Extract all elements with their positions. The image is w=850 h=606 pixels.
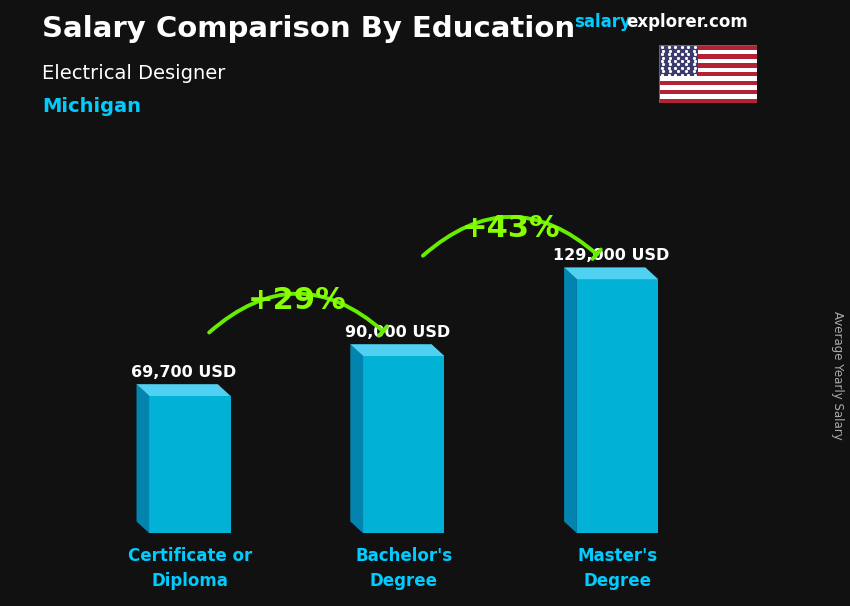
Text: 90,000 USD: 90,000 USD — [345, 325, 450, 341]
Polygon shape — [350, 344, 445, 356]
Bar — [659, 50, 756, 55]
Bar — [659, 45, 698, 76]
Text: Michigan: Michigan — [42, 97, 141, 116]
Bar — [659, 63, 756, 68]
Bar — [659, 90, 756, 94]
Text: 129,000 USD: 129,000 USD — [553, 248, 669, 264]
Polygon shape — [564, 267, 658, 279]
Bar — [659, 68, 756, 72]
Polygon shape — [137, 384, 230, 396]
Bar — [659, 99, 756, 103]
Bar — [363, 356, 445, 533]
Text: +29%: +29% — [247, 287, 346, 315]
Text: Salary Comparison By Education: Salary Comparison By Education — [42, 15, 575, 43]
Polygon shape — [564, 267, 577, 533]
Bar — [577, 279, 658, 533]
Text: explorer.com: explorer.com — [626, 13, 748, 32]
Polygon shape — [350, 344, 363, 533]
Bar — [659, 81, 756, 85]
Bar — [659, 85, 756, 90]
Bar — [659, 59, 756, 63]
Polygon shape — [137, 384, 150, 533]
Text: salary: salary — [574, 13, 631, 32]
Text: 69,700 USD: 69,700 USD — [131, 365, 236, 380]
Text: Electrical Designer: Electrical Designer — [42, 64, 226, 82]
Bar — [659, 45, 756, 50]
Bar — [150, 396, 230, 533]
Bar — [659, 72, 756, 76]
Bar — [659, 55, 756, 59]
Text: Average Yearly Salary: Average Yearly Salary — [830, 311, 844, 440]
Text: +43%: +43% — [462, 213, 560, 242]
Bar — [659, 94, 756, 99]
Bar — [659, 76, 756, 81]
